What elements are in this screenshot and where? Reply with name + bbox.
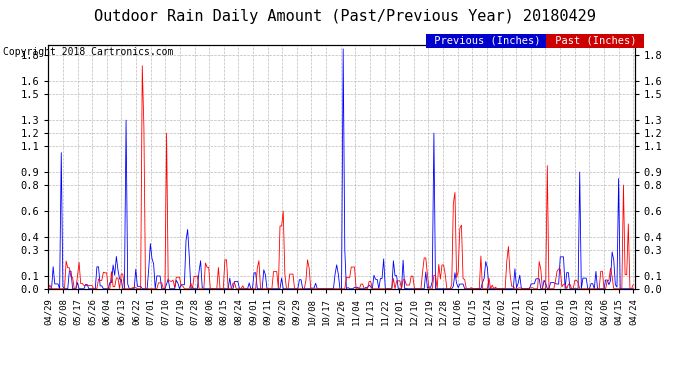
Text: Copyright 2018 Cartronics.com: Copyright 2018 Cartronics.com — [3, 47, 174, 57]
Text: Past (Inches): Past (Inches) — [549, 36, 642, 46]
Text: Previous (Inches): Previous (Inches) — [428, 36, 546, 46]
Text: Outdoor Rain Daily Amount (Past/Previous Year) 20180429: Outdoor Rain Daily Amount (Past/Previous… — [94, 9, 596, 24]
